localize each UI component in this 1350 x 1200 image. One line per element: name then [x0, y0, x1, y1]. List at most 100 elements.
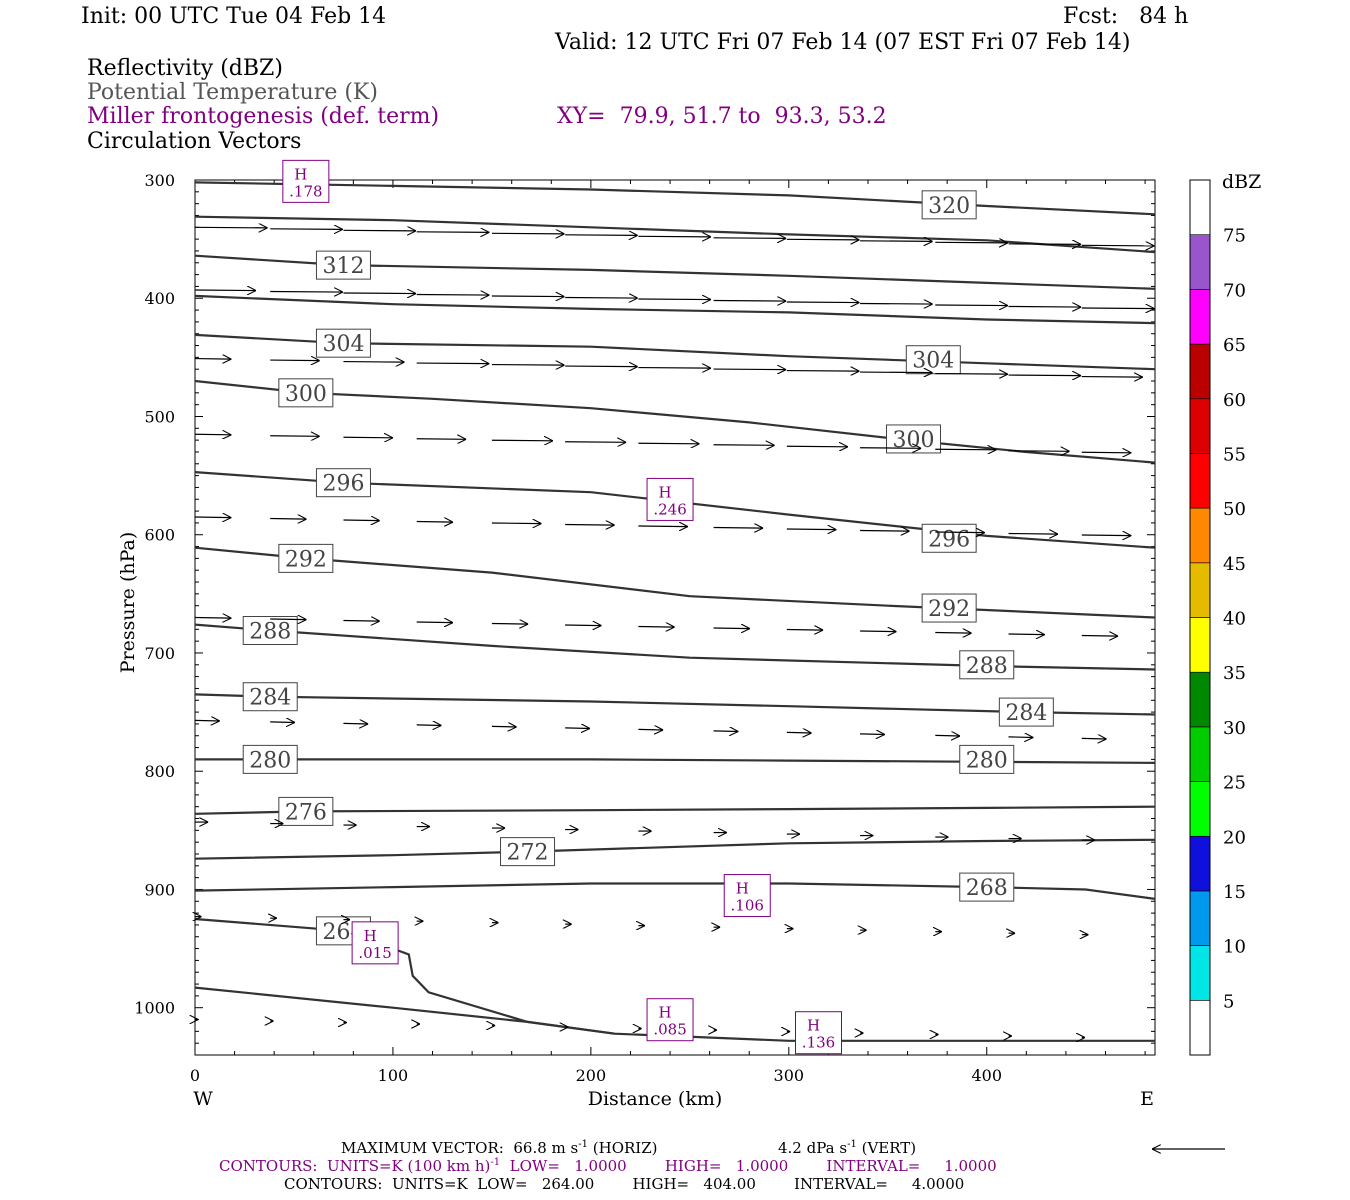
frontogenesis-max-box: [795, 1011, 843, 1055]
max-vector-title: MAXIMUM VECTOR:: [341, 1139, 504, 1157]
circulation-vector: [270, 436, 320, 437]
theta-label-box: [959, 650, 1015, 680]
theta-contour-316: [194, 215, 1156, 254]
circulation-vector: [416, 622, 453, 623]
theta-label: 304: [912, 349, 954, 374]
cross-section-endpoints: XY= 79.9, 51.7 to 93.3, 53.2: [557, 104, 887, 129]
colorbar-tick-label: 5: [1223, 991, 1234, 1012]
circulation-vector: [713, 445, 775, 446]
colorbar-segment: [1189, 234, 1211, 290]
theta-label-box: [242, 616, 298, 646]
circulation-vector: [1081, 636, 1118, 637]
y-tick-label: 300: [144, 171, 175, 190]
theta-contour-280: [195, 758, 1156, 764]
contours-theta-info: CONTOURS: UNITS=K LOW= 264.00 HIGH= 404.…: [284, 1175, 965, 1193]
colorbar-segment: [1189, 945, 1211, 1001]
circulation-vector: [343, 621, 379, 622]
colorbar-segment: [1189, 562, 1211, 618]
circulation-vector: [786, 302, 860, 303]
frontogenesis-max-letter: H: [659, 483, 672, 501]
frontogenesis-max-value: .178: [289, 182, 322, 200]
frontogenesis-max-box: [282, 159, 330, 203]
theta-label-box: [959, 744, 1015, 774]
colorbar-segment: [1189, 179, 1211, 235]
circulation-vector: [491, 624, 528, 625]
theta-label-box: [315, 468, 371, 498]
circulation-vector: [638, 299, 711, 300]
contours-frontogenesis-info: CONTOURS: UNITS=K (100 km h)-1 LOW= 1.00…: [219, 1157, 997, 1175]
circulation-vector: [860, 530, 910, 531]
circulation-vector: [491, 440, 553, 441]
theta-label: 296: [322, 472, 364, 497]
frontogenesis-max-letter: H: [807, 1017, 820, 1035]
circulation-vector: [416, 439, 467, 440]
circulation-vector: [416, 725, 442, 726]
frontogenesis-max-letter: H: [736, 880, 749, 898]
circulation-vector: [565, 297, 638, 298]
circulation-vector: [786, 239, 860, 240]
circulation-vector: [194, 434, 231, 435]
y-tick-label: 700: [144, 644, 175, 663]
circulation-vector: [638, 627, 674, 628]
frontogenesis-max-value: .085: [653, 1021, 686, 1039]
theta-label: 292: [285, 547, 327, 572]
circulation-vector: [935, 735, 960, 736]
circulation-vector: [935, 633, 971, 634]
frontogenesis-max-value: .106: [731, 897, 764, 915]
circulation-vector: [1008, 306, 1082, 307]
theta-label-box: [315, 250, 371, 280]
circulation-vector: [1081, 452, 1132, 453]
circulation-vector: [491, 523, 542, 524]
y-tick-label: 800: [144, 762, 175, 781]
circulation-vector: [1081, 377, 1143, 378]
theta-label-box: [921, 190, 977, 220]
frontogenesis-max-value: .136: [802, 1034, 835, 1052]
circulation-vector: [638, 236, 711, 237]
colorbar-tick-label: 60: [1223, 390, 1246, 411]
circulation-vector: [935, 449, 996, 450]
circulation-vector: [935, 374, 1008, 375]
colorbar-segment: [1189, 453, 1211, 509]
circulation-vector: [565, 524, 615, 525]
theta-label: 292: [928, 597, 970, 622]
circulation-vector: [565, 366, 638, 367]
field-frontogenesis: Miller frontogenesis (def. term): [87, 104, 440, 129]
theta-label: 320: [928, 194, 970, 219]
theta-contour-260: [194, 986, 1155, 1042]
colorbar-tick-label: 10: [1223, 937, 1246, 958]
theta-label: 288: [249, 620, 291, 645]
circulation-vector: [713, 628, 750, 629]
y-tick-label: 1000: [134, 999, 175, 1018]
colorbar-tick-label: 25: [1223, 773, 1246, 794]
circulation-vector: [786, 529, 837, 530]
frontogenesis-max-box: [646, 998, 694, 1042]
circulation-vector: [270, 518, 306, 519]
circulation-vector: [343, 362, 404, 363]
circulation-vector: [565, 442, 626, 443]
theta-label: 288: [966, 654, 1008, 679]
colorbar-tick-label: 35: [1223, 663, 1246, 684]
colorbar-tick-label: 20: [1223, 827, 1246, 848]
circulation-vector: [786, 371, 860, 372]
circulation-vector: [860, 303, 933, 304]
circulation-vector: [713, 369, 787, 370]
theta-label: 280: [249, 748, 291, 773]
circulation-vector: [194, 359, 231, 360]
y-tick-label: 600: [144, 526, 175, 545]
valid-time: Valid: 12 UTC Fri 07 Feb 14 (07 EST Fri …: [555, 30, 1131, 55]
circulation-vector: [935, 305, 1008, 306]
colorbar-segment: [1189, 507, 1211, 564]
circulation-vector: [416, 521, 453, 522]
theta-label-box: [959, 872, 1015, 902]
circulation-vector: [343, 520, 379, 521]
circulation-vector: [1008, 244, 1082, 245]
x-end-label-west: W: [193, 1088, 213, 1110]
x-tick-label: 200: [576, 1066, 607, 1085]
x-tick-label: 0: [190, 1066, 200, 1085]
max-vector-vert-label: 4.2 dPa s-1 (VERT): [778, 1139, 916, 1157]
circulation-vector: [860, 372, 933, 373]
theta-label: 300: [285, 382, 327, 407]
field-reflectivity: Reflectivity (dBZ): [87, 56, 283, 81]
circulation-vector: [194, 517, 231, 518]
theta-label-box: [278, 378, 334, 408]
